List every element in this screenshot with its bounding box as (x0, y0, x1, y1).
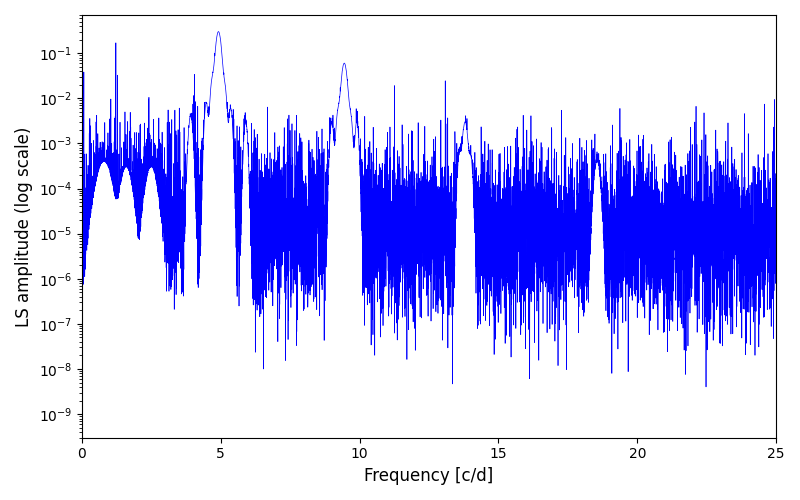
Y-axis label: LS amplitude (log scale): LS amplitude (log scale) (15, 126, 33, 326)
X-axis label: Frequency [c/d]: Frequency [c/d] (364, 467, 494, 485)
